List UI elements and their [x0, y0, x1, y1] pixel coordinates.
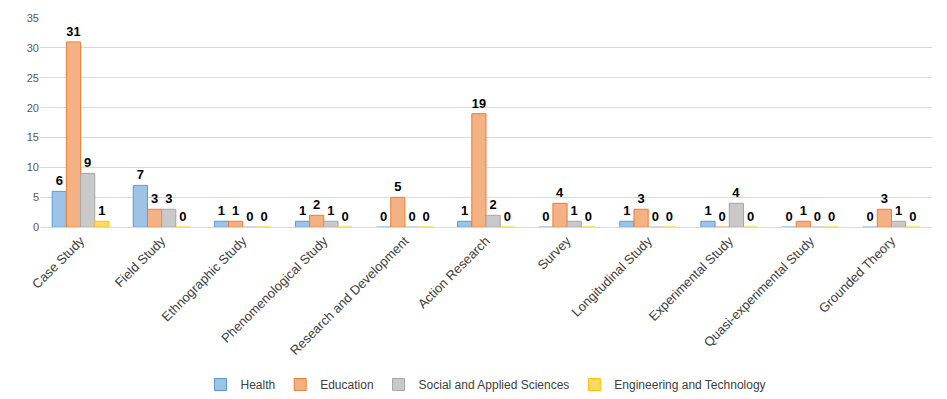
svg-text:25: 25 — [27, 72, 39, 84]
svg-text:0: 0 — [179, 209, 186, 224]
svg-text:0: 0 — [652, 209, 659, 224]
svg-text:1: 1 — [895, 203, 902, 218]
svg-text:2: 2 — [313, 197, 320, 212]
svg-text:4: 4 — [732, 185, 740, 200]
svg-text:0: 0 — [719, 209, 726, 224]
svg-text:Research and Development: Research and Development — [287, 233, 412, 358]
svg-text:Social and Applied Sciences: Social and Applied Sciences — [419, 378, 570, 392]
svg-text:1: 1 — [299, 203, 306, 218]
svg-text:Health: Health — [241, 378, 276, 392]
svg-text:20: 20 — [27, 102, 39, 114]
svg-text:0: 0 — [246, 209, 253, 224]
svg-text:1: 1 — [571, 203, 578, 218]
svg-text:0: 0 — [828, 209, 835, 224]
svg-text:1: 1 — [800, 203, 807, 218]
svg-text:0: 0 — [33, 221, 39, 233]
svg-text:0: 0 — [542, 209, 549, 224]
svg-text:1: 1 — [461, 203, 468, 218]
svg-text:15: 15 — [27, 131, 39, 143]
svg-text:1: 1 — [232, 203, 239, 218]
svg-text:10: 10 — [27, 161, 39, 173]
svg-text:Case Study: Case Study — [29, 233, 87, 291]
svg-text:1: 1 — [327, 203, 334, 218]
svg-text:0: 0 — [747, 209, 754, 224]
svg-text:Field Study: Field Study — [112, 233, 169, 290]
svg-text:0: 0 — [423, 209, 430, 224]
svg-text:19: 19 — [472, 96, 486, 111]
svg-text:0: 0 — [585, 209, 592, 224]
svg-text:0: 0 — [408, 209, 415, 224]
svg-text:0: 0 — [380, 209, 387, 224]
svg-text:1: 1 — [704, 203, 711, 218]
svg-text:0: 0 — [867, 209, 874, 224]
svg-text:3: 3 — [637, 191, 644, 206]
svg-text:30: 30 — [27, 42, 39, 54]
svg-text:4: 4 — [556, 185, 564, 200]
svg-text:0: 0 — [909, 209, 916, 224]
svg-text:3: 3 — [881, 191, 888, 206]
svg-text:7: 7 — [137, 167, 144, 182]
svg-text:0: 0 — [814, 209, 821, 224]
svg-text:Longitudinal Study: Longitudinal Study — [569, 233, 656, 320]
svg-text:31: 31 — [66, 24, 80, 39]
svg-text:0: 0 — [260, 209, 267, 224]
svg-text:0: 0 — [666, 209, 673, 224]
svg-text:6: 6 — [56, 173, 63, 188]
svg-text:0: 0 — [341, 209, 348, 224]
svg-text:2: 2 — [489, 197, 496, 212]
svg-text:Survey: Survey — [535, 233, 575, 273]
svg-text:5: 5 — [33, 191, 39, 203]
svg-text:Phenomenological Study: Phenomenological Study — [218, 233, 331, 346]
svg-text:Ethnographic Study: Ethnographic Study — [159, 233, 250, 324]
svg-text:5: 5 — [394, 179, 401, 194]
svg-text:3: 3 — [151, 191, 158, 206]
svg-text:Quasi-experimental Study: Quasi-experimental Study — [701, 233, 818, 350]
svg-text:3: 3 — [165, 191, 172, 206]
svg-text:Experimental Study: Experimental Study — [646, 233, 737, 324]
svg-text:35: 35 — [27, 12, 39, 24]
svg-text:9: 9 — [84, 155, 91, 170]
svg-text:Action Research: Action Research — [415, 233, 493, 311]
svg-text:1: 1 — [98, 203, 105, 218]
svg-text:0: 0 — [785, 209, 792, 224]
svg-text:0: 0 — [504, 209, 511, 224]
svg-text:Engineering and Technology: Engineering and Technology — [614, 378, 765, 392]
svg-text:Education: Education — [320, 378, 373, 392]
svg-text:1: 1 — [623, 203, 630, 218]
svg-text:Grounded Theory: Grounded Theory — [816, 233, 899, 316]
svg-text:1: 1 — [218, 203, 225, 218]
